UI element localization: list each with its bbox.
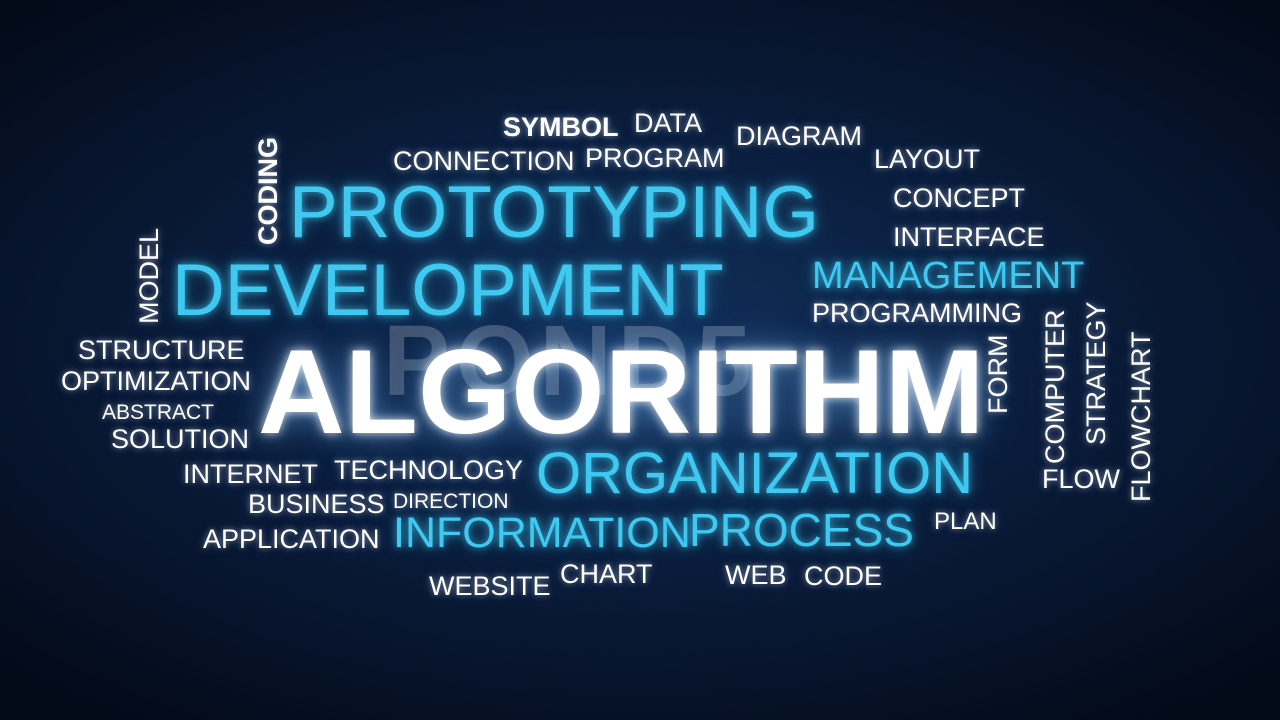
word-layout: LAYOUT [874,144,981,174]
word-coding: CODING [253,137,283,245]
word-data: DATA [634,108,703,138]
word-concept: CONCEPT [893,183,1026,213]
word-development: DEVELOPMENT [172,250,724,331]
word-web: WEB [725,560,787,590]
word-flowchart: FLOWCHART [1126,331,1156,502]
word-solution: SOLUTION [111,424,250,454]
word-management: MANAGEMENT [812,255,1085,297]
word-prototyping: PROTOTYPING [289,172,819,253]
word-algorithm: ALGORITHM [258,325,985,459]
word-organization: ORGANIZATION [536,441,974,506]
word-code: CODE [804,561,883,591]
word-symbol: SYMBOL [503,112,619,142]
word-diagram: DIAGRAM [736,121,863,151]
word-plan: PLAN [934,508,997,535]
word-chart: CHART [560,559,653,589]
word-website: WEBSITE [429,571,551,601]
word-application: APPLICATION [203,524,380,554]
watermark-logo: POND5 [383,305,758,417]
word-direction: DIRECTION [393,490,509,513]
word-computer: COMPUTER [1040,309,1070,465]
word-business: BUSINESS [248,489,385,519]
word-form: FORM [983,334,1013,414]
word-optimization: OPTIMIZATION [61,366,251,396]
word-flow: FLOW [1042,464,1120,494]
word-internet: INTERNET [183,459,318,489]
word-programming: PROGRAMMING [812,298,1023,328]
word-technology: TECHNOLOGY [334,455,524,485]
word-abstract: ABSTRACT [102,401,215,424]
word-structure: STRUCTURE [78,335,245,365]
word-program: PROGRAM [585,143,725,173]
word-strategy: STRATEGY [1081,301,1111,445]
word-model: MODEL [134,227,164,324]
word-connection: CONNECTION [393,146,575,176]
word-interface: INTERFACE [893,222,1045,252]
word-information: INFORMATION [393,509,691,557]
word-process: PROCESS [689,504,914,556]
